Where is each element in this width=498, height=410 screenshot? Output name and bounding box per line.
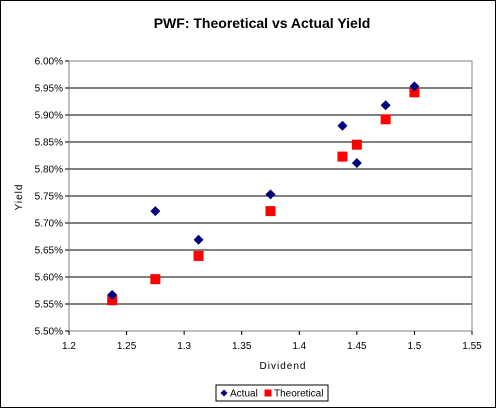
x-tick-label: 1.55 <box>462 341 482 352</box>
legend-box <box>215 384 329 402</box>
actual-point <box>409 81 420 92</box>
x-tick-label: 1.45 <box>347 341 367 352</box>
y-tick-label: 6.00% <box>35 57 63 68</box>
x-axis-label: Dividend <box>260 361 307 372</box>
y-tick-label: 5.95% <box>35 84 63 95</box>
y-tick-label: 5.80% <box>35 165 63 176</box>
theoretical-point <box>380 114 391 125</box>
actual-point <box>265 189 276 200</box>
actual-point <box>150 206 161 217</box>
y-tick-label: 5.70% <box>35 219 63 230</box>
y-tick-label: 5.60% <box>35 273 63 284</box>
y-axis-label: Yield <box>14 184 25 211</box>
x-tick-label: 1.35 <box>232 341 252 352</box>
y-tick-label: 5.50% <box>35 327 63 338</box>
y-tick-label: 5.90% <box>35 111 63 122</box>
legend: Actual Theoretical <box>215 384 329 402</box>
actual-point <box>380 100 391 111</box>
data-points <box>107 81 420 306</box>
x-tick-label: 1.3 <box>177 341 191 352</box>
y-axis-ticks: 5.50% 5.55% 5.60% 5.65% 5.70% 5.75% 5.80% 5.85%… <box>35 57 69 338</box>
theoretical-point <box>193 250 204 261</box>
y-tick-label: 5.75% <box>35 192 63 203</box>
actual-point <box>337 120 348 131</box>
chart-title: PWF: Theoretical vs Actual Yield <box>154 15 371 31</box>
theoretical-point <box>150 274 161 285</box>
y-tick-label: 5.55% <box>35 300 63 311</box>
legend-label: Theoretical <box>274 389 323 400</box>
legend-label: Actual <box>230 389 258 400</box>
x-axis-ticks: 1.2 1.25 1.3 1.35 1.4 1.45 1.5 1.55 <box>62 331 482 352</box>
actual-point <box>107 289 118 300</box>
actual-point <box>351 158 362 169</box>
x-tick-label: 1.2 <box>62 341 76 352</box>
theoretical-point <box>107 295 118 306</box>
theoretical-point <box>337 151 348 162</box>
y-tick-label: 5.65% <box>35 246 63 257</box>
theoretical-point <box>265 206 276 217</box>
y-tick-label: 5.85% <box>35 138 63 149</box>
x-tick-label: 1.25 <box>117 341 137 352</box>
theoretical-point <box>351 139 362 150</box>
gridlines <box>69 87 472 305</box>
x-tick-label: 1.4 <box>292 341 306 352</box>
actual-point <box>193 234 204 245</box>
legend-theoretical-marker <box>264 389 272 397</box>
legend-actual-marker <box>220 389 228 397</box>
theoretical-point <box>409 87 420 98</box>
x-tick-label: 1.5 <box>407 341 421 352</box>
